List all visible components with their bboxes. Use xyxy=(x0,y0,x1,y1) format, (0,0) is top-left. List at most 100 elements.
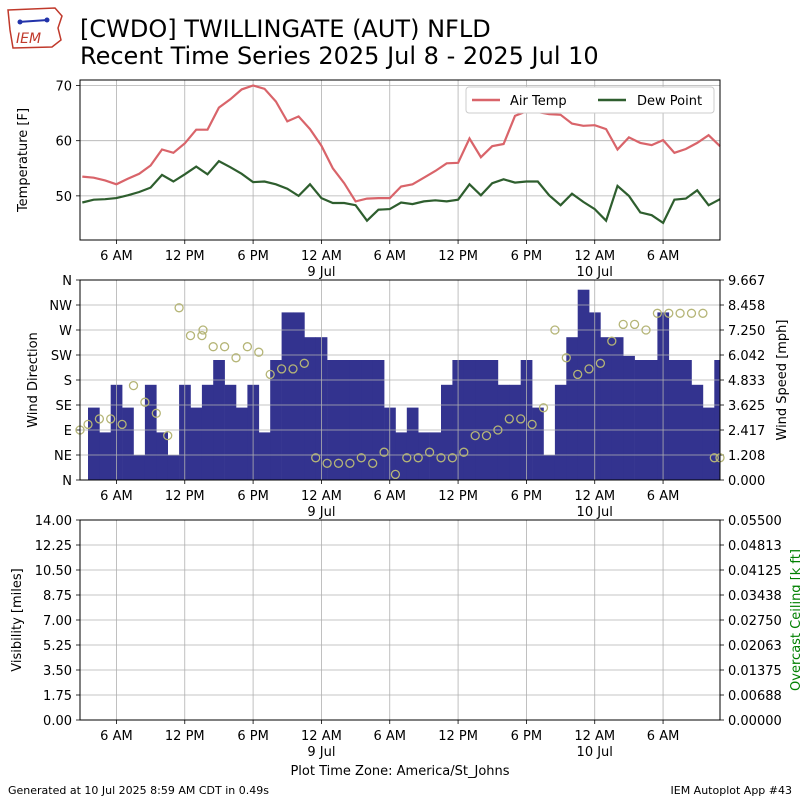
wind-direction-point xyxy=(198,325,208,335)
x-tick-label: 12 PM xyxy=(438,729,478,744)
wind-speed-bar xyxy=(475,360,487,480)
x-tick-label: 12 AM xyxy=(301,489,342,504)
speed-tick-label: 9.667 xyxy=(728,274,765,289)
wind-direction-point xyxy=(151,408,161,418)
wind-direction-point xyxy=(493,425,503,435)
wind-speed-bar xyxy=(714,360,721,480)
wind-direction-point xyxy=(664,308,674,318)
dir-tick-label: NW xyxy=(49,299,72,314)
wind-speed-bar xyxy=(463,360,476,480)
x-tick-label: 6 AM xyxy=(373,489,406,504)
dir-tick-label: NE xyxy=(54,449,72,464)
x-tick-date: 9 Jul xyxy=(307,505,335,520)
y-axis-label: Temperature [F] xyxy=(16,108,31,213)
chart-title-line1: [CWDO] TWILLINGATE (AUT) NFLD xyxy=(80,15,491,43)
x-tick-label: 12 AM xyxy=(301,249,342,264)
wind-direction-point xyxy=(516,414,526,424)
wind-speed-bar xyxy=(190,407,203,480)
wind-speed-bar xyxy=(327,360,339,480)
wind-speed-bar xyxy=(270,360,282,480)
wind-direction-point xyxy=(459,447,469,457)
ceiling-tick-label: 0.00688 xyxy=(728,689,782,704)
wind-speed-bar xyxy=(486,360,499,480)
x-tick-label: 6 PM xyxy=(511,489,542,504)
x-tick-label: 6 PM xyxy=(237,729,268,744)
wind-direction-point xyxy=(174,303,184,313)
dir-tick-label: S xyxy=(64,374,72,389)
x-tick-label: 6 AM xyxy=(373,249,406,264)
speed-tick-label: 8.458 xyxy=(728,299,765,314)
visibility-tick-label: 8.75 xyxy=(43,589,72,604)
x-tick-label: 12 AM xyxy=(574,729,615,744)
speed-tick-label: 7.250 xyxy=(728,324,765,339)
x-tick-label: 12 AM xyxy=(574,489,615,504)
wind-speed-bar xyxy=(441,384,453,480)
wind-direction-point xyxy=(436,453,446,463)
visibility-tick-label: 7.00 xyxy=(43,614,72,629)
x-tick-label: 6 AM xyxy=(373,729,406,744)
iem-logo: IEM xyxy=(7,7,63,49)
wind-direction-point xyxy=(265,369,275,380)
wind-speed-bar xyxy=(293,312,305,480)
wind-speed-bar xyxy=(429,432,442,480)
wind-direction-point xyxy=(288,364,298,374)
x-tick-label: 6 PM xyxy=(237,249,268,264)
wind-direction-point xyxy=(140,397,150,407)
wind-direction-point xyxy=(231,353,241,363)
wind-speed-bar xyxy=(167,455,180,480)
wind-speed-bar xyxy=(281,312,294,480)
plot-frame xyxy=(79,79,721,241)
y-axis-label: Visibility [miles] xyxy=(10,568,25,671)
visibility-tick-label: 14.00 xyxy=(35,514,72,529)
generated-note: Generated at 10 Jul 2025 8:59 AM CDT in … xyxy=(8,784,269,797)
wind-speed-bar xyxy=(668,360,681,480)
wind-direction-point xyxy=(379,447,389,457)
wind-direction-point xyxy=(83,419,93,430)
wind-speed-bar xyxy=(304,337,316,480)
wind-speed-bar xyxy=(236,407,248,480)
air-temp-line xyxy=(82,84,721,203)
wind-direction-point xyxy=(254,347,264,357)
ceiling-tick-label: 0.00000 xyxy=(728,714,782,729)
wind-direction-point xyxy=(709,453,719,463)
wind-speed-bar xyxy=(361,360,373,480)
x-tick-date: 10 Jul xyxy=(577,505,613,520)
wind-speed-bar xyxy=(691,384,704,480)
wind-direction-point xyxy=(413,453,423,463)
wind-speed-bar xyxy=(133,455,146,480)
wind-direction-point xyxy=(345,458,355,468)
x-tick-label: 6 AM xyxy=(100,249,133,264)
speed-tick-label: 3.625 xyxy=(728,399,765,414)
wind-direction-point xyxy=(652,308,663,318)
ceiling-tick-label: 0.01375 xyxy=(728,664,782,679)
wind-direction-point xyxy=(527,419,537,430)
y-axis-label: Wind Direction xyxy=(26,332,41,428)
x-tick-label: 12 PM xyxy=(165,729,205,744)
dir-tick-label: W xyxy=(59,324,72,339)
wind-speed-bar xyxy=(577,289,590,480)
wind-direction-point xyxy=(538,403,549,413)
wind-direction-point xyxy=(618,319,628,330)
x-tick-label: 12 PM xyxy=(165,249,205,264)
wind-speed-bar xyxy=(554,384,567,480)
wind-panel: N NE E SE S SW W NW N 0.000 1.208 2.417 3.625 4.833 6.… xyxy=(26,274,790,520)
x-tick-label: 12 PM xyxy=(438,249,478,264)
dir-tick-label: N xyxy=(62,274,72,289)
wind-direction-point xyxy=(368,458,378,468)
x-tick-label: 6 AM xyxy=(647,489,680,504)
x-tick-date: 10 Jul xyxy=(577,265,613,280)
visibility-tick-label: 3.50 xyxy=(43,664,72,679)
wind-speed-bar xyxy=(566,337,578,480)
x-tick-label: 12 PM xyxy=(165,489,205,504)
chart-title-line2: Recent Time Series 2025 Jul 8 - 2025 Jul… xyxy=(80,42,599,70)
dew-point-line xyxy=(82,159,721,225)
wind-speed-bar xyxy=(680,360,692,480)
wind-speed-bar xyxy=(646,360,658,480)
wind-speed-bar xyxy=(349,360,362,480)
wind-direction-point xyxy=(311,453,321,463)
wind-direction-point xyxy=(197,330,207,341)
x-tick-label: 6 AM xyxy=(647,729,680,744)
dir-tick-label: N xyxy=(62,474,72,489)
wind-speed-bar xyxy=(372,360,385,480)
